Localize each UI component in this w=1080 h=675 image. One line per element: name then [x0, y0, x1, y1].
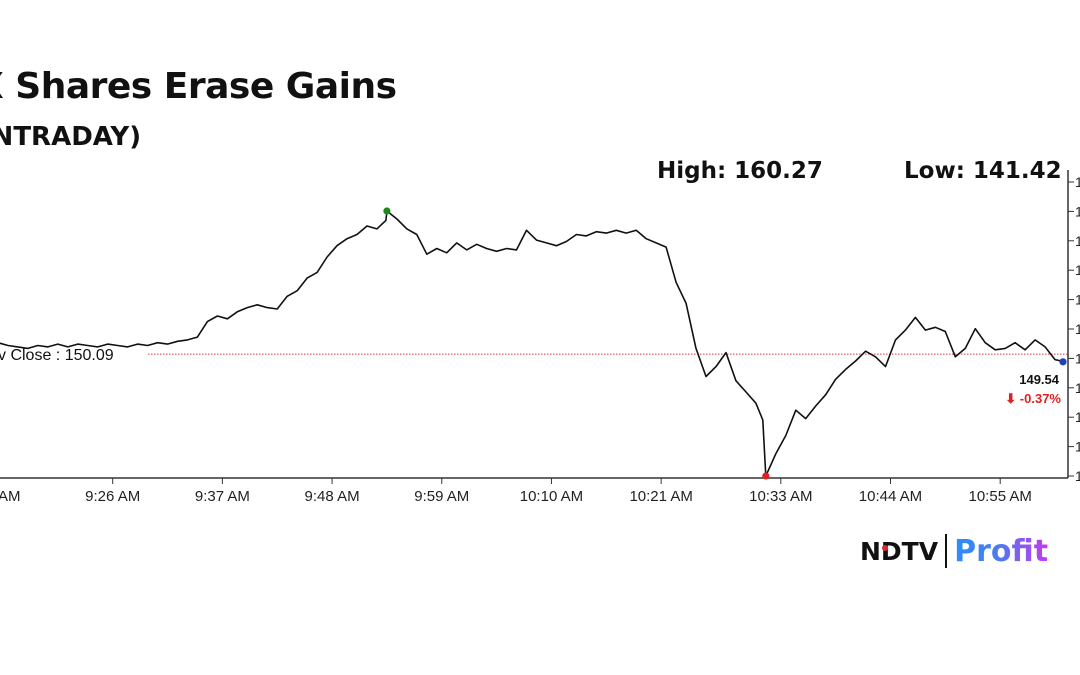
y-axis-ticks: 1 1 1 1 1 1 1 1 1 1 1 — [1068, 174, 1080, 484]
x-tick-label: 10:55 AM — [969, 488, 1032, 505]
logo-dot-icon — [882, 544, 888, 551]
y-tick-label: 1 — [1075, 262, 1080, 278]
intraday-price-chart: 1 1 1 1 1 1 1 1 1 1 1 AM 9:26 AM 9:37 AM 9:48 AM 9:59 … — [0, 170, 1080, 505]
y-tick-label: 1 — [1075, 321, 1080, 337]
x-axis: AM 9:26 AM 9:37 AM 9:48 AM 9:59 AM 10:10 AM 10… — [0, 478, 1032, 505]
y-tick-label: 1 — [1075, 409, 1080, 425]
day-high-label: High: 160.27 — [657, 158, 823, 184]
chart-subtitle: (INTRADAY) — [0, 122, 142, 152]
y-tick-label: 1 — [1075, 174, 1080, 190]
x-tick-label: AM — [0, 488, 21, 505]
y-tick-label: 1 — [1075, 233, 1080, 249]
y-tick-label: 1 — [1075, 350, 1080, 366]
profit-wordmark: Profit — [954, 533, 1049, 569]
prev-close-label: v Close : 150.09 — [0, 347, 114, 364]
y-tick-label: 1 — [1075, 380, 1080, 396]
x-tick-label: 10:21 AM — [629, 488, 692, 505]
day-low-label: Low: 141.42 — [904, 158, 1062, 184]
change-percent-label: ⬇ -0.37% — [1005, 391, 1061, 406]
x-tick-label: 9:48 AM — [305, 488, 360, 505]
logo-divider — [945, 534, 948, 568]
x-tick-label: 9:59 AM — [414, 488, 469, 505]
last-price-marker — [1059, 358, 1067, 366]
high-marker — [383, 207, 391, 215]
x-tick-label: 10:44 AM — [859, 488, 922, 505]
y-tick-label: 1 — [1075, 203, 1080, 219]
x-tick-label: 9:37 AM — [195, 488, 250, 505]
x-tick-label: 9:26 AM — [85, 488, 140, 505]
y-tick-label: 1 — [1075, 439, 1080, 455]
low-marker — [762, 472, 770, 480]
y-tick-label: 1 — [1075, 292, 1080, 308]
price-series-line — [0, 210, 1066, 477]
x-tick-label: 10:33 AM — [749, 488, 812, 505]
last-price-label: 149.54 — [1019, 372, 1060, 387]
chart-title: X Shares Erase Gains — [0, 66, 397, 107]
x-tick-label: 10:10 AM — [520, 488, 583, 505]
ndtv-profit-logo: NDTV Profit — [860, 531, 1048, 571]
ndtv-wordmark: NDTV — [860, 536, 939, 566]
y-tick-label: 1 — [1075, 468, 1080, 484]
